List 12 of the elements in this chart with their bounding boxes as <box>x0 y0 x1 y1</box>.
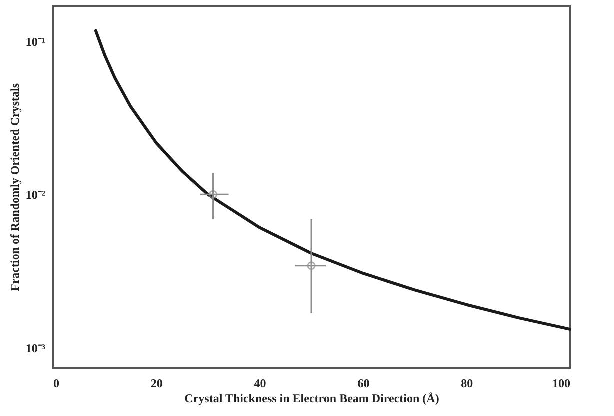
x-tick-label: 0 <box>54 376 60 390</box>
x-tick-label: 100 <box>552 376 570 390</box>
y-tick-label: 10⁻³ <box>26 341 46 356</box>
y-tick-label: 10⁻² <box>26 188 46 202</box>
y-tick-label: 10⁻¹ <box>26 34 46 49</box>
x-tick-label: 20 <box>150 376 163 390</box>
x-tick-label: 80 <box>461 376 474 390</box>
line-series <box>94 29 572 331</box>
x-axis-title: Crystal Thickness in Electron Beam Direction (Å) <box>184 392 440 406</box>
x-tick-label: 40 <box>254 376 266 390</box>
y-axis-title: Fraction of Randomly Oriented Crystals <box>8 83 22 292</box>
x-tick-label: 60 <box>358 376 370 390</box>
